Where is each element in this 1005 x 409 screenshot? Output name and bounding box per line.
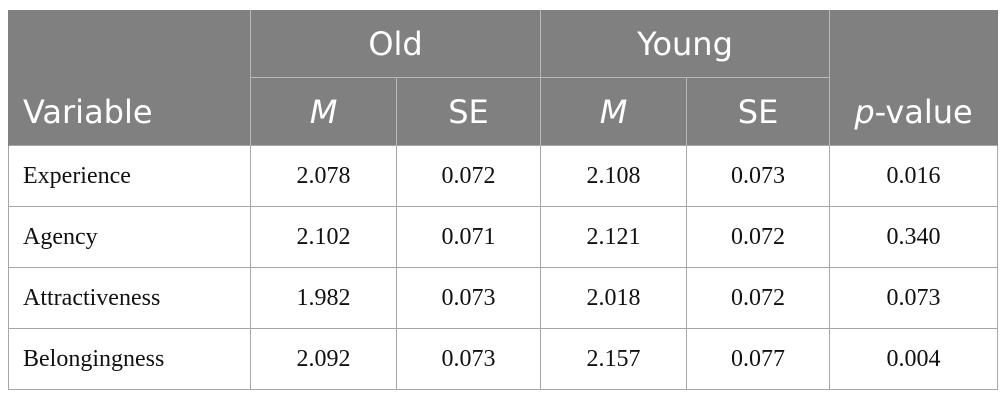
- row-label: Experience: [8, 145, 251, 207]
- table-cell: 2.078: [250, 145, 397, 207]
- table-cell: 0.340: [829, 206, 999, 268]
- column-header: M: [540, 77, 688, 146]
- data-table: Variable Old Young p-value M SE M SE Exp…: [8, 10, 999, 390]
- column-header: Variable: [8, 10, 251, 146]
- table-cell: 1.982: [250, 267, 397, 329]
- header-italic: M: [309, 92, 338, 131]
- group-header: Young: [540, 10, 831, 78]
- row-label: Belongingness: [8, 328, 251, 390]
- table-cell: 2.108: [540, 145, 688, 207]
- table-cell: 0.016: [829, 145, 999, 207]
- table-cell: 0.072: [395, 145, 542, 207]
- row-label: Attractiveness: [8, 267, 251, 329]
- table-cell: 2.157: [540, 328, 688, 390]
- header-italic: p: [854, 93, 875, 131]
- column-header: SE: [686, 77, 831, 146]
- table-cell: 2.018: [540, 267, 688, 329]
- group-header: Old: [249, 10, 542, 78]
- column-header: p-value: [829, 10, 999, 146]
- table-row: Attractiveness 1.982 0.073 2.018 0.072 0.073: [8, 267, 999, 329]
- table-cell: 0.073: [395, 328, 542, 390]
- table-cell: 0.073: [686, 145, 831, 207]
- header-text: -value: [874, 93, 973, 131]
- table-cell: 0.077: [686, 328, 831, 390]
- table-cell: 2.121: [540, 206, 688, 268]
- table-body: Experience 2.078 0.072 2.108 0.073 0.016 Agenc…: [8, 145, 999, 390]
- table-cell: 0.073: [395, 267, 542, 329]
- column-header: M: [250, 77, 397, 146]
- table-cell: 0.072: [686, 267, 831, 329]
- table-cell: 0.072: [686, 206, 831, 268]
- table-cell: 2.092: [250, 328, 397, 390]
- table-cell: 0.004: [829, 328, 999, 390]
- table-cell: 2.102: [250, 206, 397, 268]
- table-row: Agency 2.102 0.071 2.121 0.072 0.340: [8, 206, 999, 268]
- table-row: Experience 2.078 0.072 2.108 0.073 0.016: [8, 145, 999, 207]
- header-italic: M: [599, 92, 628, 131]
- table-cell: 0.073: [829, 267, 999, 329]
- table-row: Belongingness 2.092 0.073 2.157 0.077 0.004: [8, 328, 999, 390]
- column-header: SE: [395, 77, 542, 146]
- row-label: Agency: [8, 206, 251, 268]
- table-cell: 0.071: [395, 206, 542, 268]
